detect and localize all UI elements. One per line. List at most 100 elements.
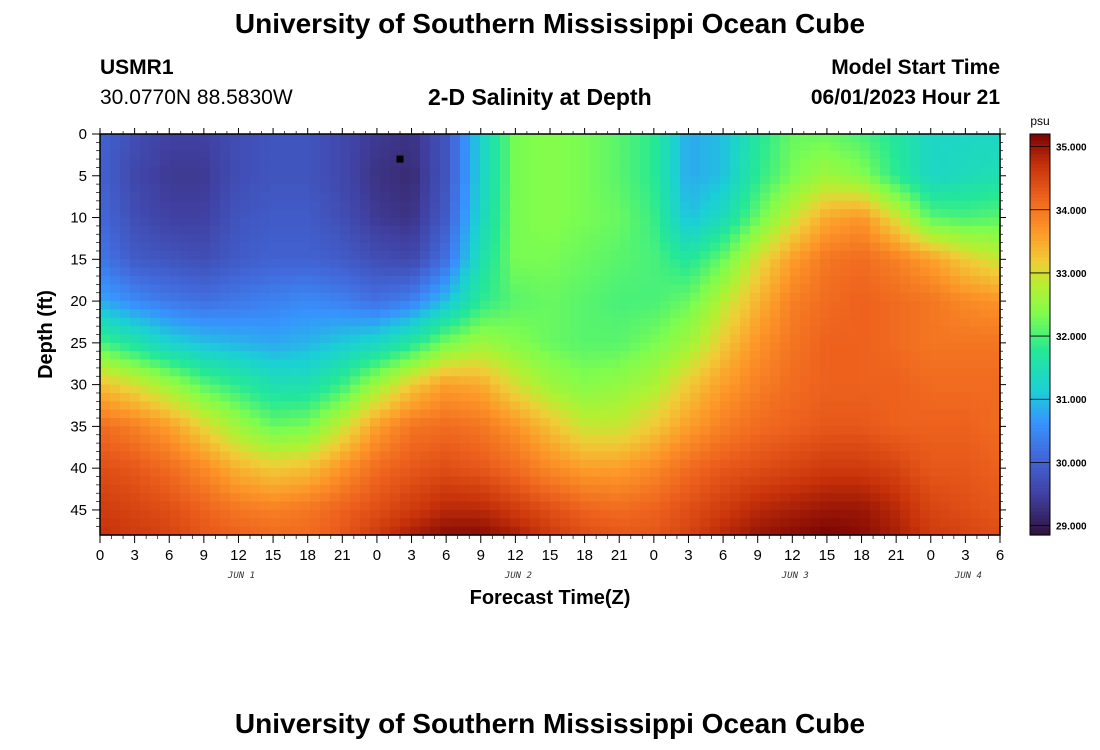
heatmap-cell [830, 250, 841, 260]
heatmap-cell [430, 451, 441, 461]
heatmap-cell [960, 150, 971, 160]
heatmap-cell [230, 192, 241, 202]
heatmap-cell [480, 518, 491, 528]
heatmap-cell [690, 134, 701, 143]
heatmap-cell [190, 234, 201, 244]
heatmap-cell [760, 267, 771, 277]
heatmap-cell [540, 225, 551, 235]
heatmap-cell [990, 134, 1001, 143]
heatmap-cell [440, 292, 451, 302]
heatmap-cell [670, 259, 681, 269]
heatmap-cell [520, 384, 531, 394]
heatmap-cell [680, 150, 691, 160]
heatmap-cell [120, 326, 131, 336]
heatmap-cell [160, 150, 171, 160]
heatmap-cell [270, 334, 281, 344]
heatmap-cell [730, 409, 741, 419]
heatmap-cell [490, 468, 501, 478]
heatmap-cell [740, 267, 751, 277]
heatmap-cell [860, 276, 871, 285]
heatmap-cell [920, 367, 931, 377]
heatmap-cell [170, 451, 181, 461]
colorbar-segment [1030, 511, 1050, 516]
heatmap-cell [130, 468, 141, 478]
heatmap-cell [910, 159, 921, 169]
heatmap-cell [560, 250, 571, 260]
heatmap-cell [650, 426, 661, 436]
heatmap-cell [330, 225, 341, 235]
heatmap-cell [440, 317, 451, 327]
heatmap-cell [700, 409, 711, 419]
heatmap-cell [260, 518, 271, 528]
heatmap-cell [110, 192, 121, 202]
heatmap-cell [290, 267, 301, 277]
heatmap-cell [520, 234, 531, 244]
heatmap-cell [560, 418, 571, 427]
heatmap-cell [210, 192, 221, 202]
heatmap-cell [470, 518, 481, 528]
heatmap-cell [820, 267, 831, 277]
heatmap-cell [400, 493, 411, 503]
heatmap-cell [240, 301, 251, 311]
heatmap-cell [100, 225, 111, 235]
heatmap-cell [920, 476, 931, 486]
heatmap-cell [160, 309, 171, 319]
heatmap-cell [970, 192, 981, 202]
heatmap-cell [520, 426, 531, 436]
heatmap-cell [250, 225, 261, 235]
heatmap-cell [610, 276, 621, 285]
heatmap-cell [740, 317, 751, 327]
heatmap-cell [610, 234, 621, 244]
heatmap-cell [980, 250, 991, 260]
heatmap-cell [150, 509, 161, 519]
heatmap-cell [240, 493, 251, 503]
heatmap-cell [190, 250, 201, 260]
heatmap-cell [910, 443, 921, 453]
heatmap-cell [510, 526, 521, 536]
heatmap-cell [800, 159, 811, 169]
heatmap-cell [390, 359, 401, 369]
colorbar-segment [1030, 357, 1050, 362]
heatmap-cell [530, 326, 541, 336]
heatmap-cell [360, 284, 371, 294]
heatmap-cell [570, 434, 581, 444]
heatmap-cell [690, 284, 701, 294]
heatmap-cell [320, 184, 331, 194]
heatmap-cell [900, 326, 911, 336]
heatmap-cell [620, 359, 631, 369]
heatmap-cell [130, 342, 141, 352]
heatmap-cell [800, 217, 811, 227]
heatmap-cell [390, 426, 401, 436]
heatmap-cell [910, 342, 921, 352]
colorbar-segment [1030, 397, 1050, 402]
heatmap-cell [350, 175, 361, 185]
heatmap-cell [890, 209, 901, 219]
heatmap-cell [200, 468, 211, 478]
heatmap-cell [940, 401, 951, 411]
heatmap-cell [510, 301, 521, 311]
heatmap-cell [390, 309, 401, 319]
heatmap-cell [950, 342, 961, 352]
heatmap-cell [380, 292, 391, 302]
heatmap-cell [710, 200, 721, 210]
heatmap-cell [560, 292, 571, 302]
heatmap-cell [530, 200, 541, 210]
heatmap-cell [360, 292, 371, 302]
heatmap-cell [860, 259, 871, 269]
heatmap-cell [600, 334, 611, 344]
heatmap-cell [110, 167, 121, 177]
heatmap-cell [350, 134, 361, 143]
heatmap-cell [900, 142, 911, 152]
heatmap-cell [770, 434, 781, 444]
heatmap-cell [770, 292, 781, 302]
heatmap-cell [270, 150, 281, 160]
heatmap-cell [770, 301, 781, 311]
heatmap-cell [960, 409, 971, 419]
heatmap-cell [610, 434, 621, 444]
heatmap-cell [350, 234, 361, 244]
heatmap-cell [690, 250, 701, 260]
heatmap-cell [910, 367, 921, 377]
heatmap-cell [700, 401, 711, 411]
heatmap-cell [830, 376, 841, 386]
heatmap-cell [760, 209, 771, 219]
